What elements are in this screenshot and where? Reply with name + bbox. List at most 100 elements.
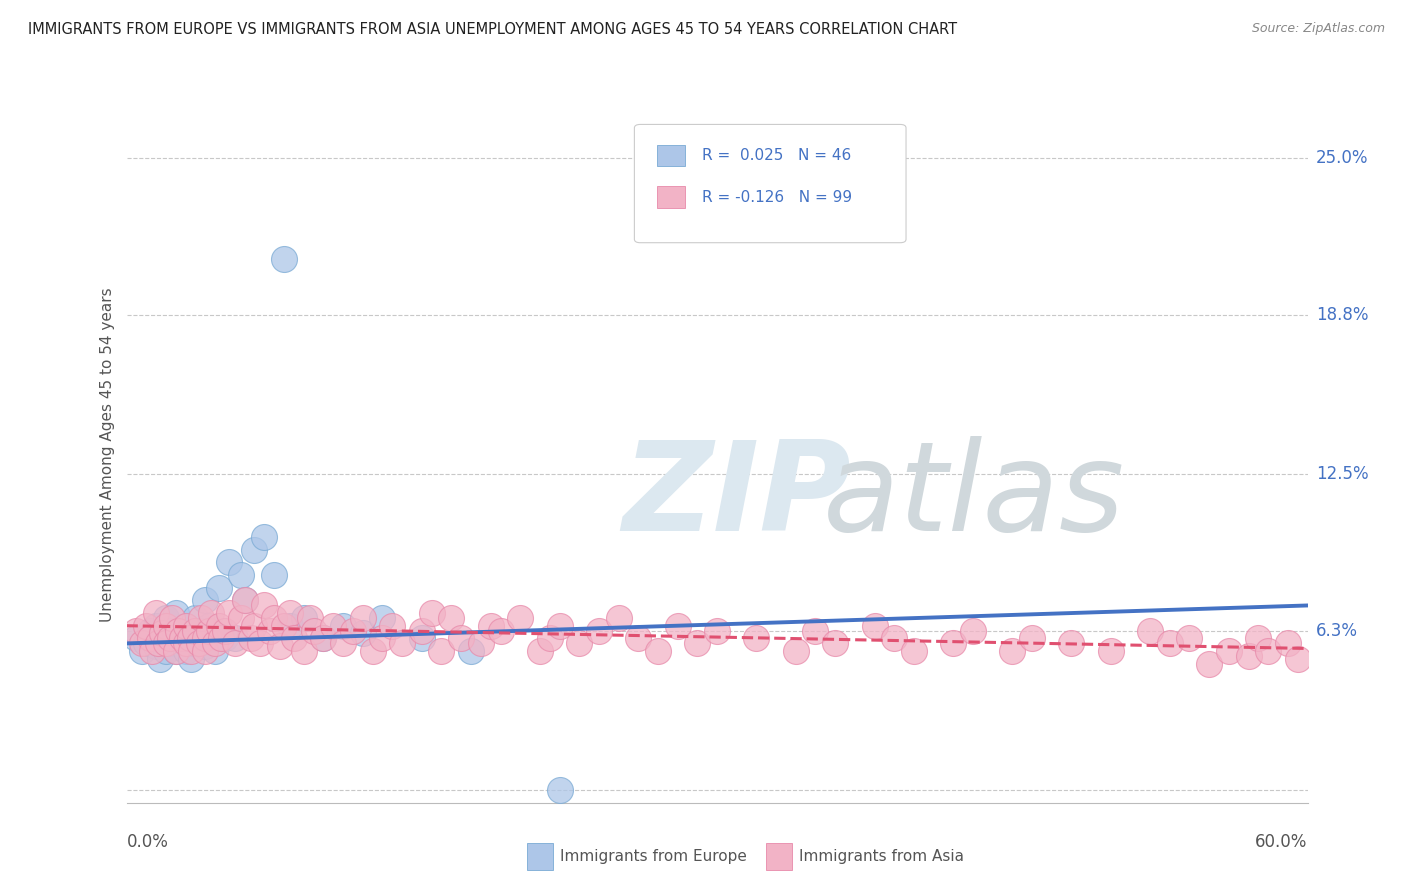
Point <box>1021 632 1043 646</box>
Point <box>292 644 315 658</box>
Point <box>263 568 285 582</box>
Point <box>198 624 221 638</box>
Point <box>190 611 212 625</box>
Point <box>229 568 252 582</box>
Text: 0.0%: 0.0% <box>127 833 169 851</box>
Point <box>1159 636 1181 650</box>
Point <box>804 624 827 638</box>
Point <box>1099 644 1122 658</box>
Point <box>371 611 394 625</box>
Point <box>411 632 433 646</box>
Point <box>159 632 181 646</box>
Point <box>538 632 561 646</box>
Point <box>1060 636 1083 650</box>
Point <box>883 632 905 646</box>
Point <box>200 606 222 620</box>
Point <box>666 618 689 632</box>
Point <box>332 618 354 632</box>
Point <box>233 593 256 607</box>
Point <box>1178 632 1201 646</box>
Point <box>292 611 315 625</box>
Text: IMMIGRANTS FROM EUROPE VS IMMIGRANTS FROM ASIA UNEMPLOYMENT AMONG AGES 45 TO 54 : IMMIGRANTS FROM EUROPE VS IMMIGRANTS FRO… <box>28 22 957 37</box>
Point <box>229 611 252 625</box>
Point <box>411 624 433 638</box>
Point <box>568 636 591 650</box>
Point <box>160 611 183 625</box>
Point <box>145 618 167 632</box>
Point <box>785 644 807 658</box>
Point <box>1237 648 1260 663</box>
Point <box>194 632 217 646</box>
Point <box>214 632 236 646</box>
Point <box>1218 644 1240 658</box>
Point <box>243 542 266 557</box>
Point <box>198 618 221 632</box>
Point <box>312 632 335 646</box>
Point <box>159 636 181 650</box>
Point <box>273 252 295 266</box>
Point <box>278 618 301 632</box>
Text: Source: ZipAtlas.com: Source: ZipAtlas.com <box>1251 22 1385 36</box>
Point <box>352 611 374 625</box>
Point <box>1247 632 1270 646</box>
Point <box>607 611 630 625</box>
Point <box>150 632 173 646</box>
Point <box>155 644 177 658</box>
Point <box>489 624 512 638</box>
Point <box>278 606 301 620</box>
Point <box>179 632 201 646</box>
Point <box>233 593 256 607</box>
Point <box>249 636 271 650</box>
Point <box>273 618 295 632</box>
Point <box>204 636 226 650</box>
Point <box>627 632 650 646</box>
Text: R =  0.025   N = 46: R = 0.025 N = 46 <box>702 148 851 163</box>
Point <box>259 624 281 638</box>
Point <box>166 624 188 638</box>
Point <box>150 626 173 640</box>
Point <box>135 618 157 632</box>
Point <box>194 644 217 658</box>
Point <box>686 636 709 650</box>
Point <box>253 599 276 613</box>
Point <box>745 632 768 646</box>
Text: atlas: atlas <box>824 436 1125 558</box>
Point <box>450 632 472 646</box>
FancyBboxPatch shape <box>657 186 685 208</box>
Text: Immigrants from Asia: Immigrants from Asia <box>799 849 963 863</box>
Point <box>342 624 364 638</box>
Point <box>647 644 669 658</box>
Text: Immigrants from Europe: Immigrants from Europe <box>560 849 747 863</box>
Point <box>165 644 187 658</box>
Point <box>479 618 502 632</box>
Point <box>352 626 374 640</box>
Text: 25.0%: 25.0% <box>1316 149 1368 167</box>
Point <box>174 618 197 632</box>
Text: 60.0%: 60.0% <box>1256 833 1308 851</box>
Point <box>194 593 217 607</box>
Text: 6.3%: 6.3% <box>1316 622 1358 640</box>
Point <box>942 636 965 650</box>
Point <box>322 618 344 632</box>
Point <box>824 636 846 650</box>
Point <box>430 644 453 658</box>
Point <box>184 636 207 650</box>
Point <box>218 606 240 620</box>
Text: 18.8%: 18.8% <box>1316 305 1368 324</box>
Point <box>371 632 394 646</box>
Point <box>141 644 163 658</box>
Point <box>145 606 167 620</box>
Text: R = -0.126   N = 99: R = -0.126 N = 99 <box>702 190 852 205</box>
Point <box>529 644 551 658</box>
Point <box>194 639 217 653</box>
Point <box>460 644 482 658</box>
Point <box>155 611 177 625</box>
Point <box>863 618 886 632</box>
Point <box>381 618 404 632</box>
Point <box>131 644 153 658</box>
Point <box>1257 644 1279 658</box>
Point <box>163 632 186 646</box>
Point <box>139 632 162 646</box>
Point <box>146 636 169 650</box>
Point <box>1277 636 1299 650</box>
